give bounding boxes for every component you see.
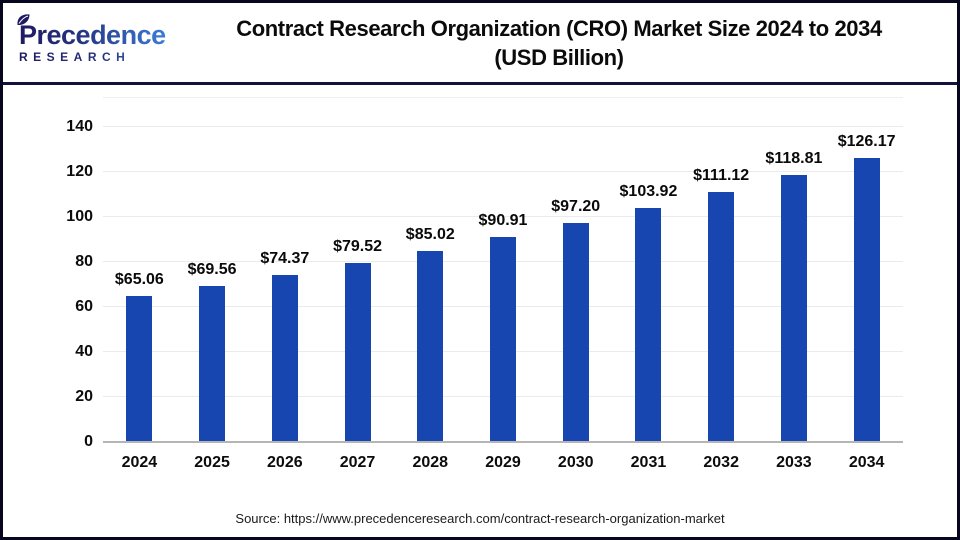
bar-slot-2027: $79.52	[321, 98, 394, 442]
y-tick-label-140: 140	[66, 118, 93, 135]
bar-value-label-2028: $85.02	[405, 225, 455, 243]
plot-area: $65.06 $69.56 $74.37 $79.52 $85.02 $90.91 $97.…	[103, 97, 903, 443]
bar-value-label-2032: $111.12	[693, 166, 750, 184]
bar-slot-2025: $69.56	[176, 98, 249, 442]
bar-2030	[562, 223, 589, 442]
bar-slot-2028: $85.02	[394, 98, 467, 442]
bar-value-label-2030: $97.20	[551, 198, 601, 216]
bar-value-label-2025: $69.56	[187, 260, 237, 278]
leaf-icon	[17, 14, 30, 25]
gridline-140	[103, 126, 903, 127]
source-text: Source: https://www.precedenceresearch.c…	[235, 511, 725, 526]
bar-slot-2034: $126.17	[830, 98, 903, 442]
bar-value-label-2024: $65.06	[114, 270, 164, 288]
y-tick-label-120: 120	[66, 163, 93, 180]
bar-slot-2031: $103.92	[612, 98, 685, 442]
bar-2024	[126, 295, 153, 442]
gridline-120	[103, 171, 903, 172]
y-tick-label-0: 0	[84, 433, 93, 450]
x-tick-label-2029: 2029	[485, 454, 521, 471]
x-tick-label-2027: 2027	[339, 454, 376, 471]
title-line-2: (USD Billion)	[494, 44, 624, 70]
header: Precedence RESEARCH Contract Research Or…	[3, 3, 957, 82]
x-tick-label-2025: 2025	[194, 454, 230, 471]
x-tick-label-2028: 2028	[412, 454, 449, 471]
x-tick-label-2034: 2034	[848, 454, 885, 471]
y-tick-label-80: 80	[75, 253, 93, 270]
header-divider	[3, 82, 957, 85]
logo-wordmark: Precedence	[19, 20, 166, 50]
bar-value-label-2029: $90.91	[478, 212, 528, 230]
bar-value-label-2027: $79.52	[333, 238, 382, 256]
gridline-100	[103, 216, 903, 217]
x-tick-label-2031: 2031	[630, 454, 667, 471]
x-tick-label-2030: 2030	[557, 454, 594, 471]
y-axis: 0 20 40 60 80 100 120 140	[21, 97, 93, 450]
bar-slot-2030: $97.20	[539, 98, 612, 442]
bar-value-label-2033: $118.81	[765, 149, 823, 167]
bar-value-label-2031: $103.92	[619, 183, 678, 201]
bar-2025	[199, 285, 226, 442]
title-line-1: Contract Research Organization (CRO) Mar…	[236, 15, 882, 41]
x-tick-label-2032: 2032	[703, 454, 739, 471]
y-tick-label-60: 60	[75, 298, 93, 315]
bar-slot-2029: $90.91	[467, 98, 540, 442]
bar-value-label-2034: $126.17	[837, 133, 896, 151]
x-axis: 2024 2025 2026 2027 2028 2029 2030 2031 2032 2033…	[103, 454, 903, 476]
y-tick-label-20: 20	[75, 388, 93, 405]
x-tick-label-2026: 2026	[267, 454, 303, 471]
x-tick-label-2033: 2033	[776, 454, 812, 471]
bar-value-label-2026: $74.37	[260, 249, 310, 267]
chart-title: Contract Research Organization (CRO) Mar…	[171, 14, 957, 72]
bar-slot-2033: $118.81	[758, 98, 831, 442]
y-tick-label-40: 40	[75, 343, 93, 360]
footer: Source: https://www.precedenceresearch.c…	[3, 511, 957, 526]
logo-subtitle: RESEARCH	[19, 50, 171, 64]
bar-2029	[489, 237, 516, 442]
bar-2027	[344, 263, 371, 442]
y-tick-label-100: 100	[66, 208, 93, 225]
bar-slot-2032: $111.12	[685, 98, 758, 442]
bar-2034	[853, 158, 880, 442]
bar-2031	[635, 208, 662, 442]
bar-slot-2024: $65.06	[103, 98, 176, 442]
bar-slot-2026: $74.37	[248, 98, 321, 442]
x-tick-label-2024: 2024	[121, 454, 158, 471]
precedence-logo: Precedence RESEARCH	[17, 14, 171, 64]
bar-2026	[271, 274, 298, 442]
bar-2028	[417, 250, 444, 442]
bar-2033	[780, 174, 807, 442]
bar-2032	[708, 191, 735, 442]
